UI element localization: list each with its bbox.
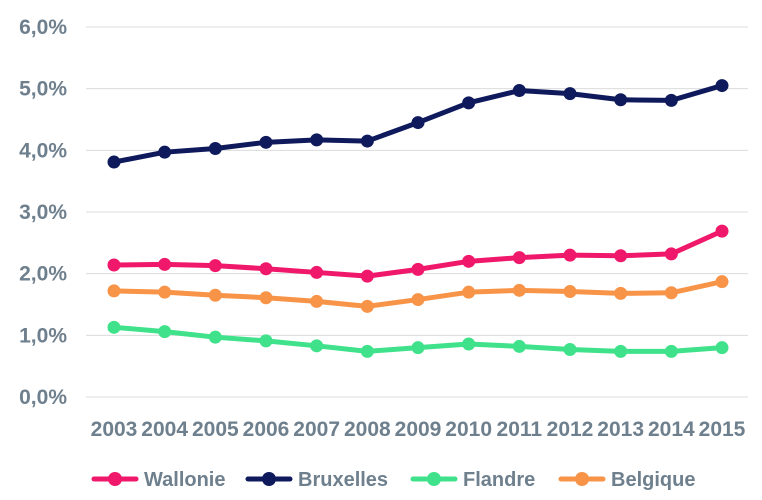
data-point <box>664 93 678 107</box>
series-wallonie <box>107 224 729 283</box>
data-point <box>614 249 628 263</box>
data-point <box>259 262 273 276</box>
data-point <box>107 284 121 298</box>
data-point <box>208 288 222 302</box>
legend-item-flandre: Flandre <box>410 469 535 491</box>
y-tick-label: 6,0% <box>19 16 67 39</box>
data-point <box>310 265 324 279</box>
data-point <box>512 84 526 98</box>
legend-swatch-marker <box>575 472 589 486</box>
y-tick-label: 2,0% <box>19 263 67 286</box>
y-tick-label: 3,0% <box>19 201 67 224</box>
series-belgique <box>107 275 729 313</box>
data-point <box>411 293 425 307</box>
data-point <box>107 320 121 334</box>
data-point <box>107 155 121 169</box>
legend-label: Belgique <box>611 469 695 491</box>
data-point <box>259 334 273 348</box>
data-point <box>462 285 476 299</box>
x-tick-label: 2005 <box>192 418 239 441</box>
x-tick-label: 2010 <box>445 418 492 441</box>
x-tick-label: 2012 <box>547 418 594 441</box>
data-point <box>664 344 678 358</box>
x-tick-label: 2015 <box>699 418 746 441</box>
series-bruxelles <box>107 79 729 169</box>
data-point <box>158 325 172 339</box>
legend-item-wallonie: Wallonie <box>91 469 225 491</box>
data-point <box>411 116 425 130</box>
y-axis: 0,0% 1,0% 2,0% 3,0% 4,0% 5,0% 6,0% <box>19 16 67 409</box>
x-tick-label: 2009 <box>395 418 442 441</box>
y-tick-label: 4,0% <box>19 139 67 162</box>
data-point <box>715 79 729 93</box>
data-point <box>208 330 222 344</box>
legend-swatch-marker <box>427 472 441 486</box>
x-tick-label: 2011 <box>497 418 543 441</box>
data-point <box>310 133 324 147</box>
data-point <box>462 96 476 110</box>
x-tick-label: 2003 <box>91 418 138 441</box>
data-point <box>259 135 273 149</box>
x-axis: 2003 2004 2005 2006 2007 2008 2009 2010 2011 2012… <box>91 418 746 441</box>
data-point <box>715 341 729 355</box>
legend-label: Bruxelles <box>298 469 388 491</box>
data-point <box>158 145 172 159</box>
data-point <box>614 344 628 358</box>
data-point <box>462 337 476 351</box>
data-point <box>208 259 222 273</box>
data-point <box>208 141 222 155</box>
data-point <box>512 251 526 265</box>
x-tick-label: 2004 <box>141 418 188 441</box>
data-point <box>360 269 374 283</box>
legend-swatch-marker <box>262 472 276 486</box>
data-point <box>107 258 121 272</box>
data-point <box>310 294 324 308</box>
legend-label: Wallonie <box>144 469 225 491</box>
data-point <box>614 93 628 107</box>
data-point <box>563 343 577 357</box>
x-tick-label: 2008 <box>344 418 391 441</box>
series-lines <box>107 79 729 358</box>
x-tick-label: 2013 <box>597 418 644 441</box>
data-point <box>563 87 577 101</box>
x-tick-label: 2006 <box>243 418 290 441</box>
data-point <box>512 283 526 297</box>
data-point <box>360 344 374 358</box>
data-point <box>158 257 172 271</box>
data-point <box>614 286 628 300</box>
data-point <box>462 254 476 268</box>
data-point <box>563 285 577 299</box>
y-tick-label: 5,0% <box>19 78 67 101</box>
data-point <box>715 275 729 289</box>
y-tick-label: 1,0% <box>19 324 67 347</box>
x-tick-label: 2014 <box>648 418 695 441</box>
data-point <box>563 248 577 262</box>
series-flandre <box>107 320 729 358</box>
data-point <box>715 224 729 238</box>
data-point <box>664 286 678 300</box>
data-point <box>310 339 324 353</box>
data-point <box>664 247 678 261</box>
data-point <box>259 291 273 305</box>
data-point <box>411 341 425 355</box>
y-tick-label: 0,0% <box>19 386 67 409</box>
data-point <box>512 339 526 353</box>
legend: Wallonie Bruxelles Flandre Belgique <box>91 469 695 491</box>
legend-item-bruxelles: Bruxelles <box>245 469 388 491</box>
legend-swatch-marker <box>108 472 122 486</box>
data-point <box>360 134 374 148</box>
legend-item-belgique: Belgique <box>558 469 695 491</box>
x-tick-label: 2007 <box>293 418 340 441</box>
legend-label: Flandre <box>463 469 535 491</box>
data-point <box>411 262 425 276</box>
data-point <box>360 299 374 313</box>
data-point <box>158 285 172 299</box>
